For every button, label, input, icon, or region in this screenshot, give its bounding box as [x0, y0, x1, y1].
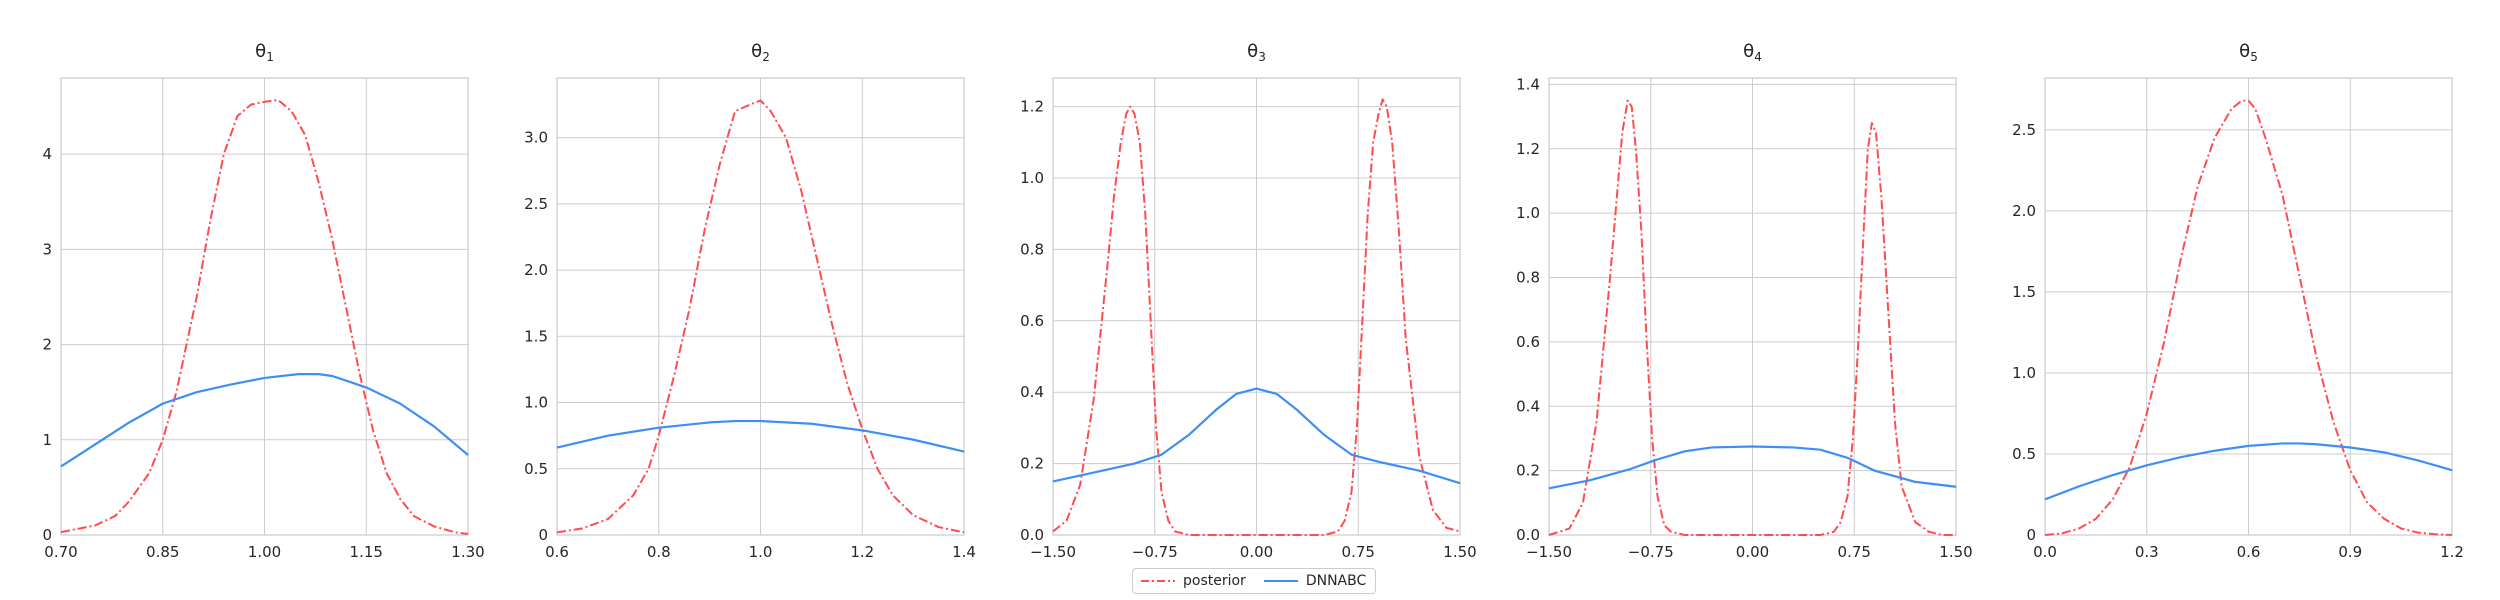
x-tick-label: 1.2	[850, 543, 874, 561]
legend-swatch-posterior	[1141, 580, 1175, 582]
y-tick-label: 2.5	[2012, 121, 2036, 139]
y-tick-label: 1.0	[2012, 364, 2036, 382]
series-line-posterior	[1052, 98, 1461, 536]
y-tick-label: 0.5	[2012, 445, 2036, 463]
y-tick-label: 1.2	[1020, 98, 1044, 116]
series-line-dnnabc	[1548, 445, 1957, 490]
axes-frame	[1052, 77, 1461, 536]
y-tick-label: 0.2	[1020, 455, 1044, 473]
y-tick-label: 3	[42, 240, 52, 258]
series-line-posterior	[2044, 99, 2453, 536]
y-tick-label: 0.8	[1020, 240, 1044, 258]
x-tick-label: 0.75	[1342, 543, 1375, 561]
subplot-title: θ5	[2239, 41, 2258, 64]
y-tick-label: 0.6	[1516, 333, 1540, 351]
x-tick-label: 0.3	[2135, 543, 2159, 561]
x-tick-label: 0.85	[146, 543, 179, 561]
y-tick-label: 4	[42, 145, 52, 163]
x-tick-label: 1.50	[1939, 543, 1972, 561]
x-tick-label: 0.0	[2033, 543, 2057, 561]
y-tick-label: 0.0	[1020, 526, 1044, 544]
x-tick-label: 0.9	[2338, 543, 2362, 561]
y-tick-label: 1.0	[1020, 169, 1044, 187]
axes-frame	[60, 77, 469, 536]
axes-frame	[2044, 77, 2453, 536]
y-tick-label: 0.5	[524, 460, 548, 478]
subplot-title: θ4	[1743, 41, 1762, 64]
legend-item-posterior: posterior	[1141, 573, 1246, 589]
legend-label-posterior: posterior	[1183, 573, 1246, 589]
y-tick-label: 0	[2026, 526, 2036, 544]
y-tick-label: 3.0	[524, 129, 548, 147]
x-tick-label: 1.15	[350, 543, 383, 561]
y-tick-label: 0.4	[1516, 397, 1540, 415]
legend-label-dnnabc: DNNABC	[1305, 573, 1367, 589]
x-tick-label: 1.30	[451, 543, 484, 561]
x-tick-label: 1.2	[2440, 543, 2464, 561]
y-tick-label: 1.0	[1516, 204, 1540, 222]
y-tick-label: 0	[42, 526, 52, 544]
y-tick-label: 1.2	[1516, 140, 1540, 158]
series-line-posterior	[1548, 99, 1956, 536]
series-line-dnnabc	[60, 373, 469, 468]
y-tick-label: 2	[42, 336, 52, 354]
subplot-title: θ3	[1247, 41, 1266, 64]
x-tick-label: −1.50	[1030, 543, 1076, 561]
y-tick-label: 0.6	[1020, 312, 1044, 330]
x-tick-label: 0.6	[2237, 543, 2261, 561]
y-tick-label: 0.2	[1516, 462, 1540, 480]
y-tick-label: 0.4	[1020, 383, 1044, 401]
subplot-2: 0.6 0.8 1.0 1.2 1.4 0 0.5 1.0 1.5 2.0 2.5 3.0 θ2	[524, 41, 976, 561]
subplot-3: −1.50 −0.75 0.00 0.75 1.50 0.0 0.2 0.4 0.6 0.8 1.0…	[1020, 41, 1477, 561]
series-line-dnnabc	[2044, 442, 2453, 501]
y-tick-label: 1.0	[524, 394, 548, 412]
y-tick-label: 1.5	[524, 327, 548, 345]
x-tick-label: 0.70	[44, 543, 77, 561]
series-line-posterior	[60, 98, 469, 536]
x-tick-label: 0.00	[1240, 543, 1273, 561]
subplot-4: −1.50 −0.75 0.00 0.75 1.50 0.0 0.2 0.4 0.6 0.8 1.0…	[1516, 41, 1973, 561]
x-tick-label: 0.8	[647, 543, 671, 561]
series-line-posterior	[556, 99, 965, 534]
legend: posterior DNNABC	[1132, 568, 1376, 594]
axes-frame	[556, 77, 965, 536]
subplot-title: θ2	[751, 41, 770, 64]
x-tick-label: −0.75	[1132, 543, 1178, 561]
y-tick-label: 1.5	[2012, 283, 2036, 301]
series-line-dnnabc	[556, 419, 965, 453]
y-tick-label: 2.0	[524, 261, 548, 279]
x-tick-label: −0.75	[1628, 543, 1674, 561]
y-tick-label: 0.8	[1516, 269, 1540, 287]
series-line-dnnabc	[1052, 387, 1461, 485]
subplot-title: θ1	[255, 41, 274, 64]
x-tick-label: 0.75	[1838, 543, 1871, 561]
subplot-5: 0.0 0.3 0.6 0.9 1.2 0 0.5 1.0 1.5 2.0 2.5 θ5	[2012, 41, 2464, 561]
y-tick-label: 0	[538, 526, 548, 544]
y-tick-label: 2.0	[2012, 202, 2036, 220]
x-tick-label: −1.50	[1526, 543, 1572, 561]
y-tick-label: 1.4	[1516, 75, 1540, 93]
x-tick-label: 1.00	[248, 543, 281, 561]
subplot-1: 0.70 0.85 1.00 1.15 1.30 0 1 2 3 4 θ1	[42, 41, 484, 561]
y-tick-label: 0.0	[1516, 526, 1540, 544]
x-tick-label: 1.4	[952, 543, 976, 561]
y-tick-label: 1	[42, 431, 52, 449]
x-tick-label: 1.50	[1443, 543, 1476, 561]
x-tick-label: 0.6	[545, 543, 569, 561]
y-tick-label: 2.5	[524, 195, 548, 213]
x-tick-label: 1.0	[749, 543, 773, 561]
x-tick-label: 0.00	[1736, 543, 1769, 561]
legend-item-dnnabc: DNNABC	[1263, 573, 1367, 589]
legend-swatch-dnnabc	[1263, 580, 1298, 582]
